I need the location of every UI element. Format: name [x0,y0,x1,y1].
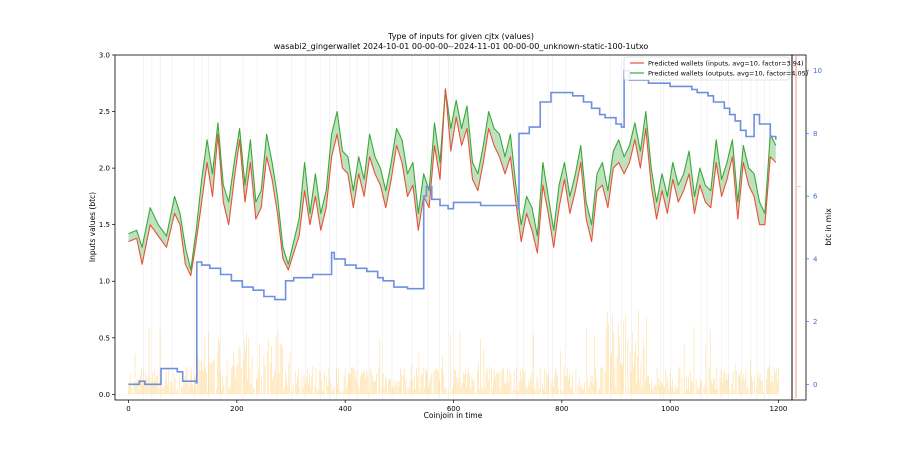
chart-subtitle: wasabi2_gingerwallet 2024-10-01 00-00-00… [274,42,649,51]
x-tick-label: 400 [338,405,351,413]
y-tick-label: 0.0 [99,391,110,399]
y-tick-label: 1.0 [99,278,110,286]
y-tick-label: 3.0 [99,52,110,60]
legend-box [623,56,790,81]
y2-tick-label: 0 [813,381,817,389]
series-line-outputs [128,88,777,271]
fill-between-layer [128,88,776,276]
y-tick-label: 2.5 [99,108,110,116]
y-tick-label: 1.5 [99,221,110,229]
chart-title: Type of inputs for given cjtx (values) [387,32,534,41]
x-tick-label: 0 [126,405,130,413]
x-axis-label: Coinjoin in time [424,411,483,420]
y2-tick-label: 2 [813,318,817,326]
x-tick-label: 1200 [770,405,788,413]
y2-tick-label: 8 [813,130,817,138]
y-tick-label: 2.0 [99,165,110,173]
y2-tick-label: 6 [813,193,818,201]
x-axis-ticks: 0 200 400 600 800 1000 1200 [126,400,787,413]
x-tick-label: 200 [230,405,243,413]
series-layer [128,69,777,386]
legend-label-inputs: Predicted wallets (inputs, avg=10, facto… [648,60,804,68]
x-tick-label: 800 [555,405,568,413]
red-axis-mark: — [797,184,801,189]
y2-axis-label: btc in mix [824,208,833,246]
legend-label-outputs: Predicted wallets (outputs, avg=10, fact… [648,70,808,78]
series-line-btc-in-mix [128,69,777,386]
x-tick-label: 600 [447,405,460,413]
y-tick-label: 0.5 [99,334,110,342]
legend: Predicted wallets (inputs, avg=10, facto… [623,56,808,81]
y2-tick-label: 10 [813,67,822,75]
series-line-inputs [128,88,777,277]
fill-between-area [128,88,776,276]
y-axis-ticks: 0.0 0.5 1.0 1.5 2.0 2.5 3.0 [99,52,115,399]
y-axis-label: Inputs values (btc) [88,192,97,262]
x-tick-label: 1000 [661,405,679,413]
vertical-lines-layer [143,56,770,399]
plot-area: — [114,54,807,401]
y2-axis-ticks: 0 2 4 6 8 10 [806,67,822,389]
y2-tick-label: 4 [813,255,818,263]
input-bars-layer [128,310,779,395]
right-axis-spine [791,54,807,401]
